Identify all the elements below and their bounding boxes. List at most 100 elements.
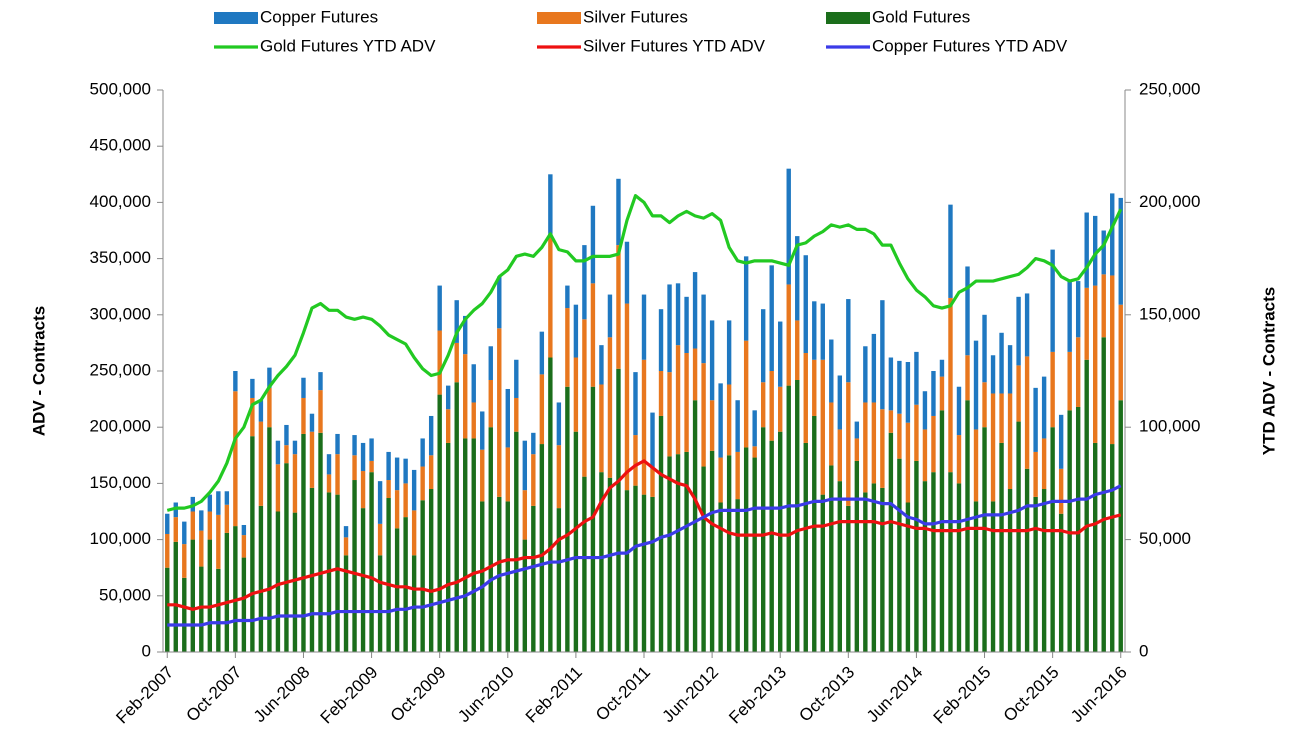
bar [411, 510, 417, 556]
legend-label: Gold Futures YTD ADV [260, 36, 436, 55]
bar [718, 457, 723, 503]
bar [786, 168, 791, 285]
bar [854, 421, 860, 439]
bar [369, 438, 374, 461]
bar [548, 233, 553, 358]
bar [573, 431, 579, 652]
bar [650, 496, 655, 652]
bar [599, 384, 604, 473]
bar [931, 371, 936, 416]
bar [871, 333, 877, 403]
bar [624, 303, 630, 491]
bar [658, 371, 664, 416]
bar [199, 566, 204, 652]
bar [820, 359, 825, 495]
bar [743, 256, 749, 341]
bar [820, 494, 825, 652]
bar [531, 505, 536, 652]
bar [445, 442, 451, 652]
bar [199, 530, 204, 567]
bar [463, 438, 468, 652]
bar [275, 464, 281, 512]
bar [233, 371, 238, 392]
bar [650, 412, 655, 469]
bar [1093, 285, 1098, 443]
bar [931, 472, 936, 652]
bar [863, 402, 868, 493]
bar [505, 447, 510, 502]
bar [948, 204, 953, 298]
x-tick-label: Feb-2015 [930, 663, 995, 728]
bar [454, 382, 459, 652]
bar [1110, 275, 1115, 445]
bar [420, 466, 425, 501]
bar [182, 544, 187, 578]
bar [675, 454, 681, 652]
bar [1075, 406, 1081, 652]
x-tick-label: Jun-2010 [454, 663, 518, 727]
bar [386, 498, 391, 652]
bar [582, 476, 587, 652]
bar [1024, 293, 1030, 357]
bar [760, 382, 766, 428]
bar [1084, 212, 1089, 288]
bar [633, 485, 638, 652]
bar [897, 413, 902, 459]
bar [990, 355, 996, 394]
bar [548, 357, 553, 652]
y-tick-label: 300,000 [90, 304, 151, 323]
bar [190, 539, 195, 652]
bar [386, 480, 391, 499]
bar [735, 400, 740, 452]
bar [548, 174, 553, 234]
bar [965, 266, 970, 356]
x-tick-label: Feb-2011 [522, 663, 586, 727]
bar [437, 285, 442, 331]
bar [1101, 337, 1106, 652]
bar [786, 284, 791, 386]
bar [352, 435, 357, 456]
y2-tick-label: 50,000 [1139, 529, 1191, 548]
bar [590, 283, 596, 387]
bar [1016, 365, 1021, 422]
y-tick-label: 400,000 [90, 192, 151, 211]
bar [250, 436, 255, 652]
bar [718, 383, 723, 458]
bar [318, 372, 323, 391]
bar [641, 359, 647, 495]
bar [488, 346, 493, 380]
bar [803, 255, 808, 354]
bar [709, 320, 715, 401]
bar [965, 355, 970, 401]
bar [1058, 513, 1064, 652]
bar [505, 501, 510, 652]
bar [514, 359, 519, 398]
bar [428, 415, 434, 456]
bar [956, 386, 962, 436]
bar [990, 393, 996, 502]
bar [888, 410, 894, 433]
bar [778, 321, 783, 387]
bar [948, 472, 953, 652]
bar [199, 510, 204, 531]
bar [633, 435, 638, 486]
bar [309, 413, 315, 432]
bar [795, 379, 800, 652]
bar [531, 432, 536, 455]
bar [726, 455, 732, 652]
bar [1058, 414, 1064, 469]
bar [863, 346, 868, 403]
bar [829, 465, 834, 652]
bar [1118, 304, 1123, 401]
bar [275, 440, 281, 465]
bar [897, 458, 902, 652]
bar [607, 337, 613, 478]
bar [692, 272, 698, 349]
bar [173, 541, 178, 652]
bar [752, 446, 757, 458]
bar [1024, 468, 1030, 652]
bar [1050, 427, 1055, 652]
bar [207, 494, 213, 512]
bar [377, 481, 383, 524]
bar [411, 555, 417, 652]
